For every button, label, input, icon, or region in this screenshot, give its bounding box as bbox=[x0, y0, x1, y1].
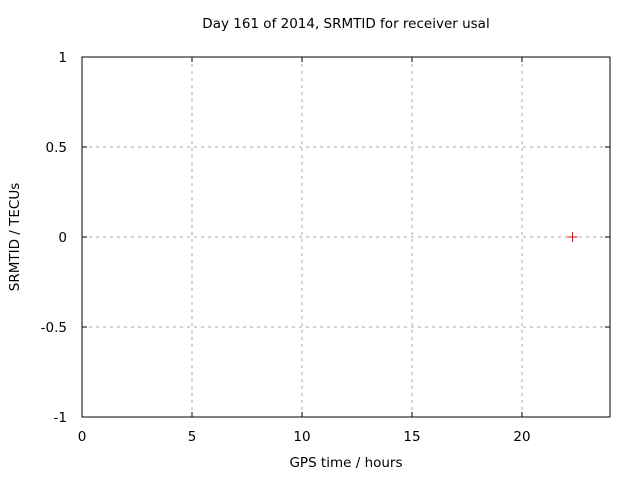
plot-area: 0 5 10 15 20 -1 -0.5 0 0.5 1 bbox=[41, 50, 611, 445]
x-tick-label: 15 bbox=[403, 429, 420, 445]
y-axis-label: SRMTID / TECUs bbox=[7, 183, 23, 291]
x-tick-label: 10 bbox=[293, 429, 310, 445]
x-axis-label: GPS time / hours bbox=[289, 455, 402, 471]
y-tick-label: -1 bbox=[54, 410, 67, 426]
x-tick-label: 0 bbox=[78, 429, 87, 445]
x-tick-label: 5 bbox=[188, 429, 197, 445]
x-tick-label: 20 bbox=[513, 429, 530, 445]
y-tick-label: 1 bbox=[58, 50, 67, 66]
chart-title: Day 161 of 2014, SRMTID for receiver usa… bbox=[202, 16, 489, 32]
y-tick-label: 0.5 bbox=[46, 140, 67, 156]
y-tick-label: -0.5 bbox=[41, 320, 67, 336]
y-tick-label: 0 bbox=[58, 230, 67, 246]
